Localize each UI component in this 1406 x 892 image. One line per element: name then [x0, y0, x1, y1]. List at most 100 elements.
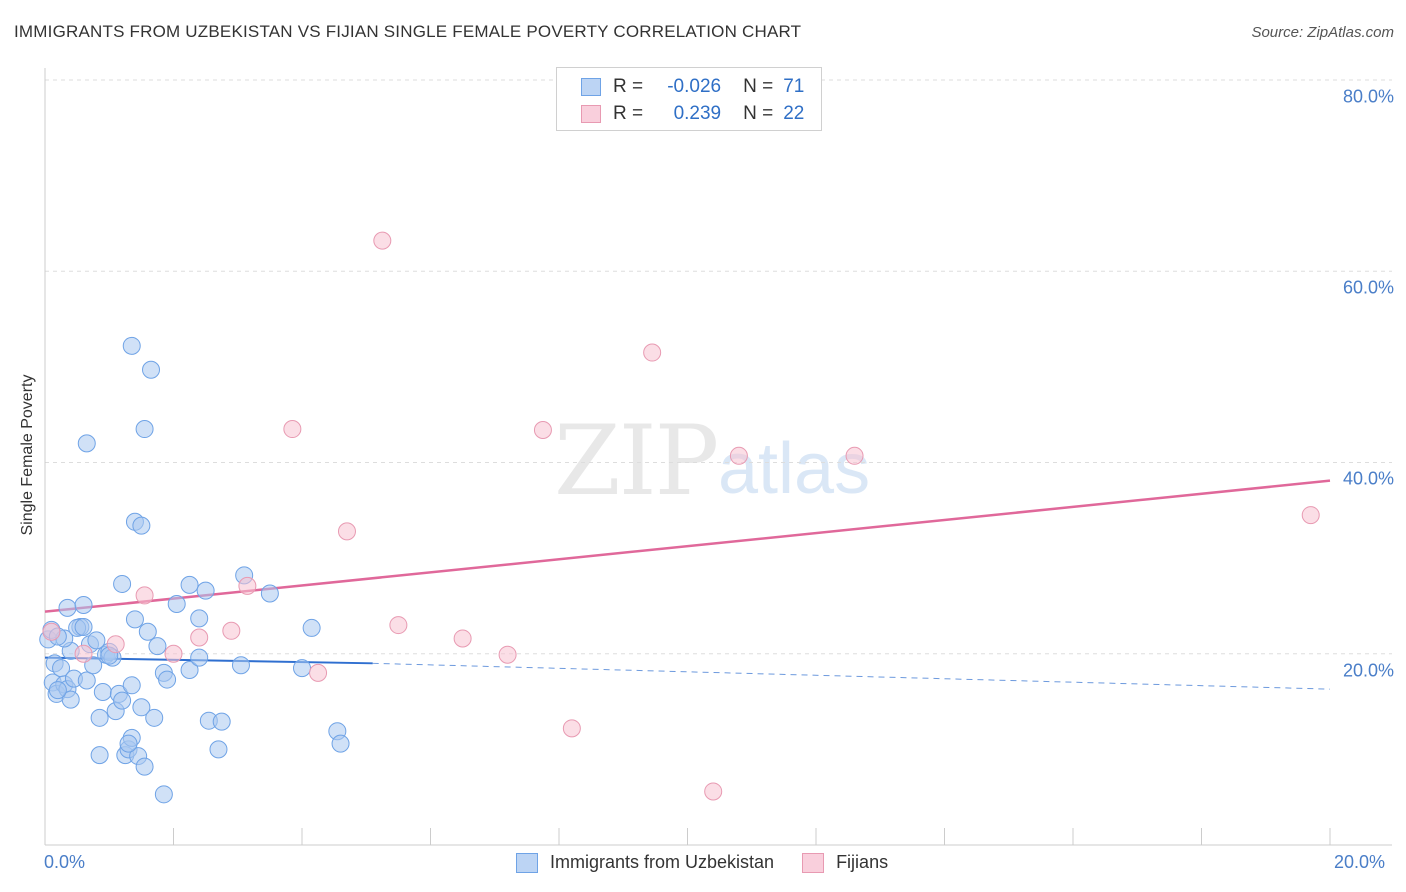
data-point-fijians	[337, 522, 356, 541]
data-point-uzbekistan	[113, 691, 132, 710]
legend-label: Fijians	[836, 852, 889, 872]
legend-item-uzbekistan[interactable]: Immigrants from Uzbekistan	[516, 852, 774, 873]
legend-row-uzbekistan: R = -0.026 N = 71	[581, 76, 804, 98]
correlation-legend: R = -0.026 N = 71 R = 0.239 N = 22	[556, 67, 822, 131]
legend-n-label: N =	[743, 103, 774, 124]
chart-title: IMMIGRANTS FROM UZBEKISTAN VS FIJIAN SIN…	[14, 22, 802, 41]
data-point-uzbekistan	[48, 681, 67, 700]
data-point-fijians	[389, 616, 408, 635]
data-point-uzbekistan	[90, 746, 109, 765]
data-point-fijians	[106, 635, 125, 654]
data-point-uzbekistan	[132, 698, 151, 717]
data-point-uzbekistan	[58, 598, 77, 617]
data-point-uzbekistan	[209, 740, 228, 759]
data-point-fijians	[704, 782, 723, 801]
data-point-fijians	[135, 586, 154, 605]
data-point-fijians	[164, 644, 183, 663]
legend-swatch-pink	[802, 852, 825, 873]
y-tick-label: 40.0%	[1342, 468, 1394, 489]
data-point-uzbekistan	[167, 595, 186, 614]
data-point-uzbekistan	[90, 708, 109, 727]
legend-swatch-blue	[581, 78, 601, 96]
data-point-uzbekistan	[74, 595, 93, 614]
x-tick-label: 20.0%	[1334, 852, 1386, 872]
data-point-uzbekistan	[260, 584, 279, 603]
data-point-fijians	[190, 628, 209, 647]
data-point-uzbekistan	[119, 734, 138, 753]
data-point-fijians	[562, 719, 581, 738]
y-axis-label: Single Female Poverty	[19, 374, 36, 536]
data-point-fijians	[222, 621, 241, 640]
legend-swatch-pink	[581, 105, 601, 123]
data-point-uzbekistan	[190, 648, 209, 667]
trend-line-uzbekistan-extension	[372, 662, 1331, 690]
data-point-uzbekistan	[84, 656, 103, 675]
data-point-uzbekistan	[293, 659, 311, 678]
y-tick-label: 20.0%	[1342, 660, 1394, 681]
data-point-uzbekistan	[180, 575, 199, 594]
data-point-fijians	[238, 576, 257, 595]
data-point-uzbekistan	[93, 683, 112, 701]
data-point-uzbekistan	[77, 671, 96, 690]
data-point-uzbekistan	[125, 610, 144, 629]
data-point-uzbekistan	[231, 656, 250, 675]
legend-swatch-blue	[516, 852, 538, 873]
data-point-uzbekistan	[122, 676, 141, 695]
y-tick-label: 80.0%	[1342, 86, 1394, 107]
watermark-atlas: atlas	[718, 429, 871, 509]
legend-row-fijians: R = 0.239 N = 22	[581, 103, 804, 125]
data-point-uzbekistan	[135, 757, 154, 776]
y-tick-label: 60.0%	[1342, 277, 1394, 298]
data-point-uzbekistan	[302, 618, 321, 637]
data-point-fijians	[42, 622, 61, 641]
data-point-uzbekistan	[87, 631, 106, 650]
legend-n-value: 22	[783, 103, 805, 124]
series-legend: Immigrants from Uzbekistan Fijians	[516, 852, 916, 873]
watermark-zip: ZIP	[554, 405, 719, 517]
data-point-fijians	[373, 231, 392, 250]
legend-label: Immigrants from Uzbekistan	[550, 852, 775, 872]
data-point-uzbekistan	[74, 617, 93, 636]
data-point-fijians	[498, 645, 517, 664]
data-point-fijians	[309, 663, 328, 682]
trend-line-fijians	[44, 479, 1331, 613]
legend-r-label: R =	[613, 76, 644, 97]
source-label: Source: ZipAtlas.com	[1251, 24, 1394, 41]
data-point-fijians	[729, 446, 748, 465]
legend-r-label: R =	[613, 103, 644, 124]
data-point-fijians	[533, 420, 552, 439]
axes	[44, 68, 1392, 846]
data-point-fijians	[74, 644, 93, 663]
series-uzbekistan-points	[39, 336, 350, 804]
data-point-uzbekistan	[77, 434, 96, 453]
data-point-fijians	[845, 446, 864, 465]
data-point-uzbekistan	[158, 670, 177, 689]
data-point-uzbekistan	[122, 336, 141, 355]
data-point-uzbekistan	[132, 516, 151, 535]
legend-r-value: 0.239	[673, 103, 722, 124]
data-point-fijians	[453, 629, 472, 648]
data-point-uzbekistan	[148, 637, 167, 656]
data-point-fijians	[1301, 506, 1320, 525]
data-point-uzbekistan	[154, 785, 173, 804]
data-point-uzbekistan	[142, 360, 161, 379]
data-point-uzbekistan	[113, 574, 132, 593]
data-point-uzbekistan	[190, 609, 209, 628]
series-fijians-points	[42, 231, 1320, 801]
legend-item-fijians[interactable]: Fijians	[802, 852, 888, 873]
legend-r-value: -0.026	[667, 76, 722, 97]
legend-n-label: N =	[743, 76, 774, 97]
data-point-uzbekistan	[135, 420, 154, 439]
data-point-uzbekistan	[138, 622, 157, 641]
data-point-uzbekistan	[145, 708, 164, 727]
data-point-uzbekistan	[212, 712, 231, 731]
data-point-uzbekistan	[196, 581, 215, 600]
legend-n-value: 71	[783, 76, 805, 97]
data-point-fijians	[643, 343, 662, 362]
data-point-uzbekistan	[61, 690, 80, 709]
x-tick-label: 0.0%	[44, 852, 86, 872]
data-point-uzbekistan	[180, 661, 199, 680]
data-point-fijians	[283, 420, 302, 439]
data-point-uzbekistan	[331, 734, 350, 753]
